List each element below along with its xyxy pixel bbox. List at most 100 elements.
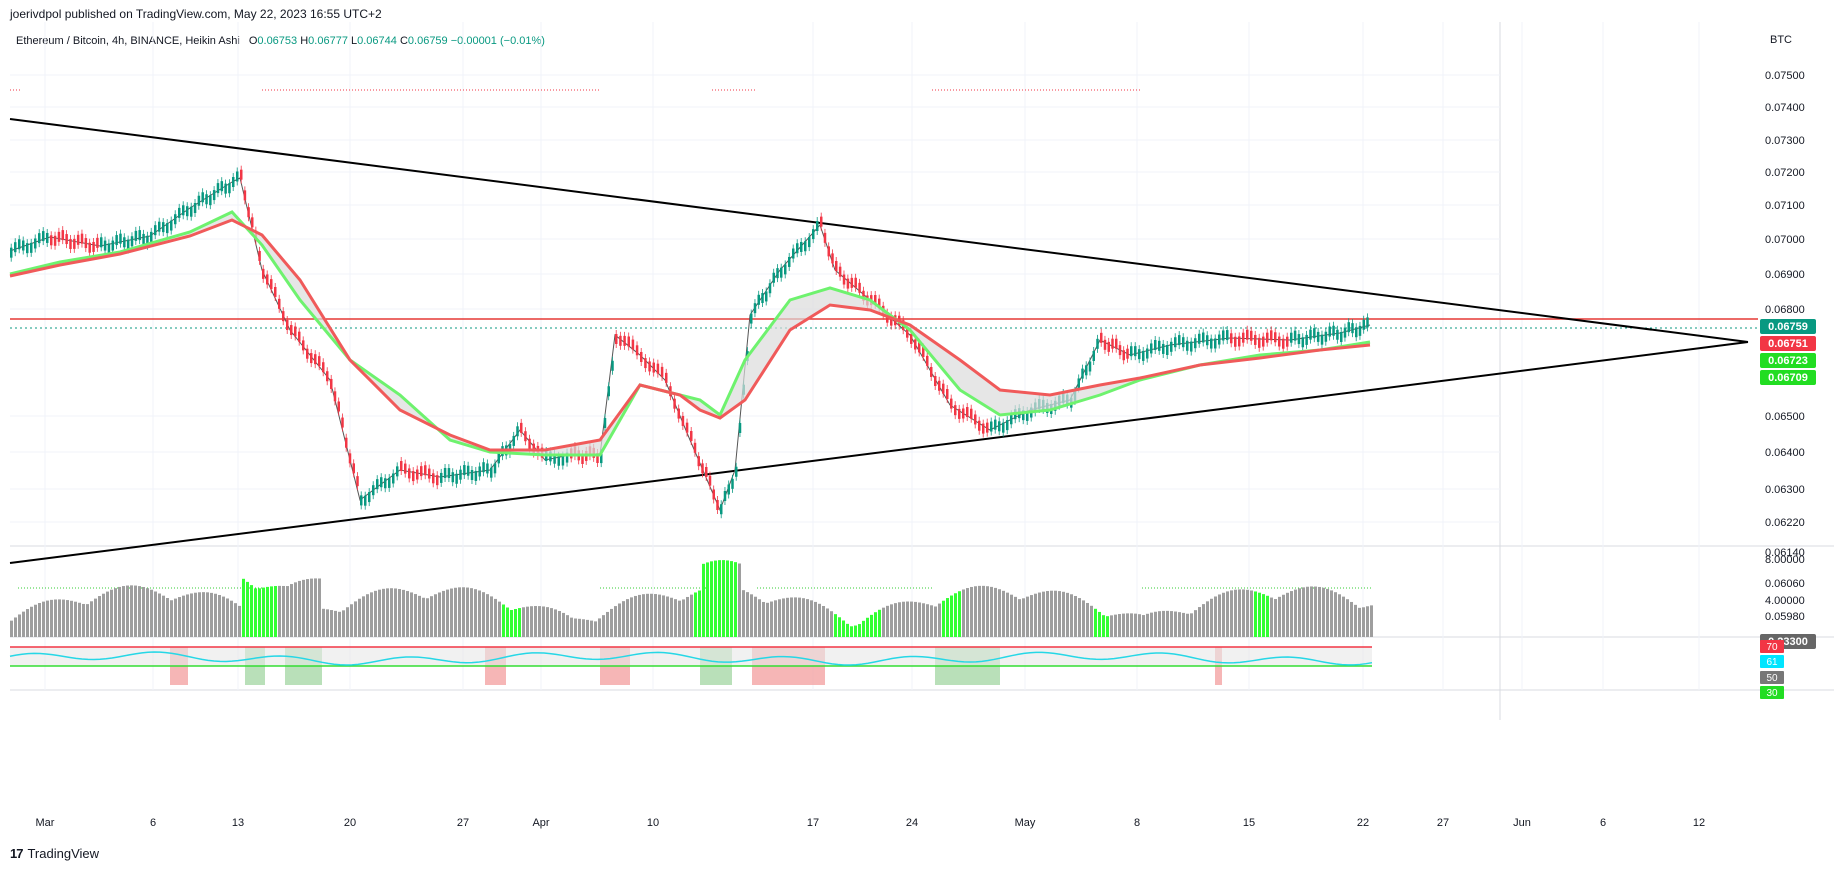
candle-body [1115, 338, 1118, 349]
volume-bar [1366, 606, 1369, 637]
candle-body [1126, 348, 1129, 359]
volume-bar [1138, 614, 1141, 637]
candle-body [146, 235, 149, 246]
candle-body [174, 214, 177, 225]
volume-bar [1354, 604, 1357, 637]
candle-body [420, 466, 423, 477]
candle-body [716, 499, 719, 510]
candle-body [677, 408, 680, 419]
candle-body [1332, 325, 1335, 336]
volume-bar [266, 586, 269, 637]
x-tick-label: 20 [344, 817, 356, 829]
candle-body [38, 233, 41, 244]
volume-bar [1294, 589, 1297, 637]
candle-body [251, 217, 254, 228]
candle-body [1340, 331, 1343, 342]
candle-body [88, 242, 91, 253]
volume-bar [62, 599, 65, 637]
price-badge [1760, 353, 1816, 368]
symbol-legend: Ethereum / Bitcoin, 4h, BINANCE, Heikin … [16, 35, 545, 47]
x-tick-label: 15 [1243, 817, 1255, 829]
candle-body [193, 203, 197, 214]
rsi-level-badge [1760, 655, 1784, 668]
candle-body [1202, 332, 1205, 343]
candle-body [974, 414, 977, 425]
volume-bar [290, 584, 293, 637]
volume-bar [286, 586, 289, 637]
candle-body [635, 345, 639, 356]
volume-bar [330, 610, 333, 637]
volume-bar [210, 592, 213, 637]
volume-bar [518, 608, 521, 637]
volume-bar [350, 604, 353, 637]
low-value: 0.06744 [357, 35, 397, 47]
volume-bar [134, 585, 137, 637]
x-tick-label: 6 [150, 817, 156, 829]
volume-bar [1214, 596, 1217, 637]
candle-body [232, 177, 235, 188]
volume-bar [802, 598, 805, 637]
candle-body [1190, 341, 1193, 352]
candle-body [404, 463, 407, 474]
candle-body [360, 495, 363, 506]
volume-bar [930, 605, 933, 637]
candle-body [310, 353, 313, 364]
symbol-title[interactable]: Ethereum / Bitcoin, 4h, BINANCE, Heikin … [16, 35, 240, 47]
volume-bar [418, 595, 421, 637]
candle-body [627, 336, 630, 347]
candle-body [946, 389, 949, 400]
volume-bar [610, 608, 613, 637]
volume-bar [1010, 594, 1013, 637]
candle-body [738, 422, 742, 433]
candle-body [302, 340, 305, 351]
volume-bar [622, 601, 625, 637]
candle-body [123, 237, 126, 248]
candle-body [910, 333, 913, 344]
candle-body [322, 362, 325, 373]
candle-body [990, 421, 993, 432]
volume-bar [714, 560, 717, 637]
candle-body [205, 194, 208, 205]
candle-body [1130, 346, 1133, 357]
volume-bar [70, 600, 73, 637]
candle-body [652, 362, 655, 373]
volume-bar [190, 593, 193, 637]
volume-bar [1238, 589, 1241, 637]
volume-bar [1162, 610, 1165, 637]
volume-bar [1186, 613, 1189, 637]
volume-bar [458, 587, 461, 637]
candle-body [10, 247, 13, 258]
volume-bar [906, 601, 909, 637]
candle-body [850, 277, 854, 288]
candle-body [966, 407, 969, 418]
volume-bar [534, 606, 537, 637]
volume-bar [1042, 591, 1045, 637]
volume-bar [358, 598, 361, 637]
volume-bar [394, 588, 397, 637]
price-badge [1760, 319, 1816, 334]
candle-body [286, 319, 289, 330]
candle-body [804, 241, 807, 252]
candle-body [1154, 340, 1157, 351]
candle-body [388, 477, 391, 488]
volume-bar [966, 588, 969, 637]
y-tick-label: 0.06140 [1765, 547, 1805, 559]
volume-bar [414, 594, 417, 637]
volume-bar [1334, 592, 1337, 637]
candle-body [170, 220, 173, 231]
x-tick-label: 6 [1600, 817, 1606, 829]
volume-bar [378, 589, 381, 637]
candle-body [1222, 330, 1225, 341]
candle-body [341, 417, 344, 428]
candle-body [42, 231, 45, 242]
volume-bar [606, 611, 609, 637]
volume-bar [978, 585, 981, 637]
candle-body [111, 240, 115, 251]
volume-bar [126, 585, 129, 637]
volume-bar [850, 626, 853, 637]
candle-body [768, 283, 772, 294]
candle-body [236, 171, 239, 182]
candle-body [69, 239, 72, 250]
volume-bar [498, 601, 501, 637]
